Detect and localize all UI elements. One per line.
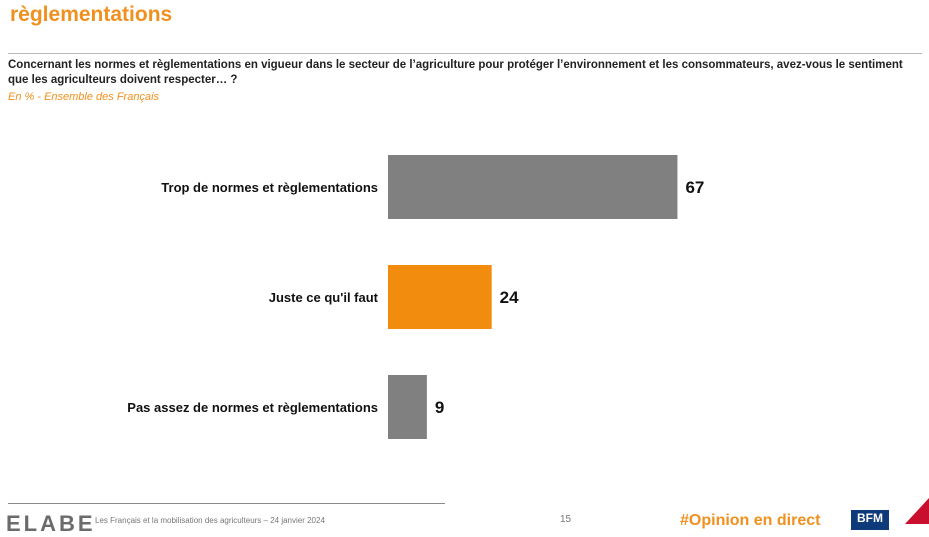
value-label-2: 9 [435, 398, 444, 417]
category-label-0: Trop de normes et règlementations [161, 180, 378, 195]
footer-caption: Les Français et la mobilisation des agri… [95, 516, 325, 525]
chart-subtitle: En % - Ensemble des Français [8, 91, 160, 103]
value-label-1: 24 [500, 288, 519, 307]
category-label-2: Pas assez de normes et règlementations [127, 400, 378, 415]
bar-chart: Trop de normes et règlementations 67 Juste… [127, 155, 704, 439]
bar-1 [388, 265, 492, 329]
footer-divider [8, 503, 445, 504]
page-number: 15 [560, 514, 572, 525]
bar-0 [388, 155, 678, 219]
corner-logo-mark [905, 498, 929, 524]
bar-2 [388, 375, 427, 439]
category-label-1: Juste ce qu'il faut [269, 290, 379, 305]
bfm-logo: BFM [851, 510, 889, 530]
footer-tagline: #Opinion en direct [680, 512, 821, 529]
title-divider [8, 53, 922, 54]
slide-title: règlementations [10, 3, 173, 26]
elabe-logo: ELABE [6, 511, 96, 536]
value-label-0: 67 [685, 178, 704, 197]
survey-question: Concernant les normes et règlementations… [8, 59, 903, 86]
